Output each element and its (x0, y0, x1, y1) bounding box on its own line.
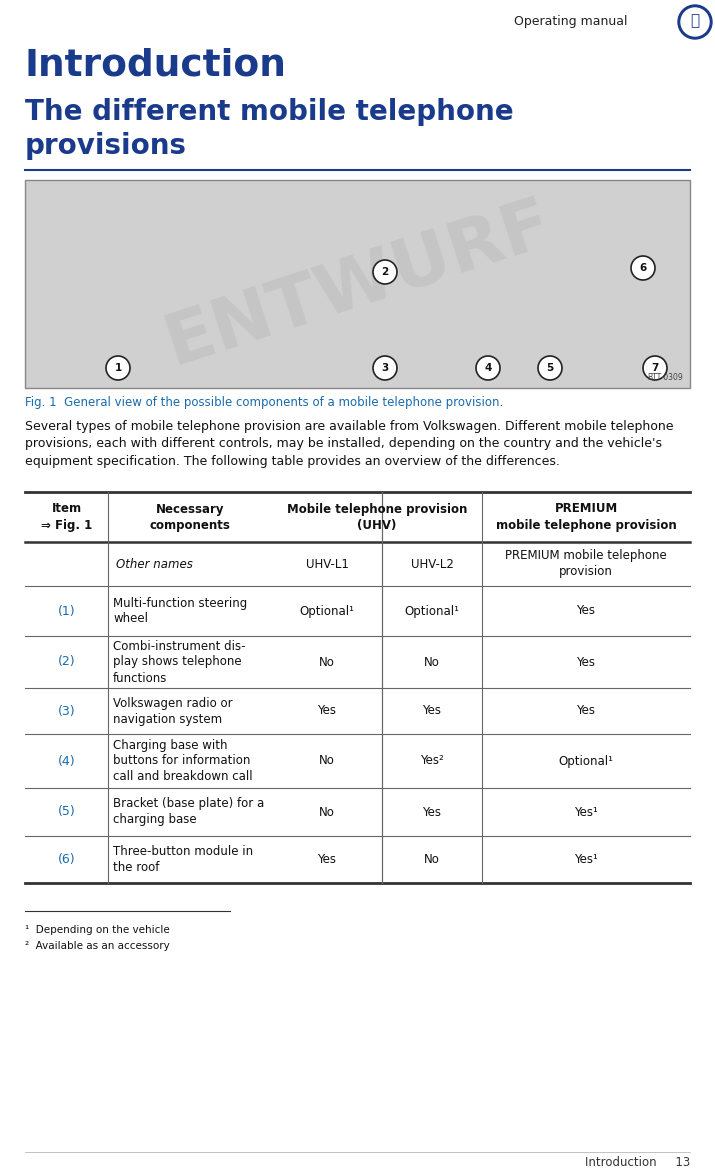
Text: Bracket (base plate) for a
charging base: Bracket (base plate) for a charging base (113, 798, 265, 826)
Text: Optional¹: Optional¹ (405, 604, 460, 618)
Text: Introduction: Introduction (25, 48, 287, 83)
Text: Operating manual: Operating manual (515, 15, 628, 28)
Text: UHV-L1: UHV-L1 (305, 557, 348, 571)
Text: Mobile telephone provision
(UHV): Mobile telephone provision (UHV) (287, 503, 467, 531)
Text: ¹  Depending on the vehicle: ¹ Depending on the vehicle (25, 925, 169, 935)
Text: (3): (3) (58, 705, 75, 718)
Text: No: No (319, 806, 335, 819)
Text: Ⓦ: Ⓦ (691, 13, 699, 28)
Text: 4: 4 (484, 363, 492, 372)
Circle shape (681, 8, 709, 36)
Bar (25, 180, 690, 388)
Text: Yes¹: Yes¹ (574, 853, 598, 866)
Text: (6): (6) (58, 853, 75, 866)
Text: Yes: Yes (423, 705, 441, 718)
Text: Yes: Yes (576, 604, 596, 618)
Text: No: No (424, 656, 440, 669)
Circle shape (538, 356, 562, 380)
Text: Volkswagen radio or
navigation system: Volkswagen radio or navigation system (113, 697, 232, 725)
Text: UHV-L2: UHV-L2 (410, 557, 453, 571)
Text: Yes: Yes (423, 806, 441, 819)
Circle shape (373, 260, 397, 284)
Text: Yes: Yes (576, 705, 596, 718)
Text: PREMIUM mobile telephone
provision: PREMIUM mobile telephone provision (505, 550, 667, 578)
Text: 1: 1 (114, 363, 122, 372)
Text: 7: 7 (651, 363, 659, 372)
Text: No: No (319, 754, 335, 767)
Text: No: No (424, 853, 440, 866)
Text: Yes: Yes (317, 705, 337, 718)
Text: Other names: Other names (116, 557, 193, 571)
Text: Fig. 1  General view of the possible components of a mobile telephone provision.: Fig. 1 General view of the possible comp… (25, 396, 503, 409)
Text: 3: 3 (381, 363, 389, 372)
Text: No: No (319, 656, 335, 669)
Circle shape (678, 5, 712, 39)
Circle shape (373, 356, 397, 380)
Text: Necessary
components: Necessary components (149, 503, 230, 531)
Circle shape (476, 356, 500, 380)
Text: The different mobile telephone
provisions: The different mobile telephone provision… (25, 98, 513, 160)
Text: Optional¹: Optional¹ (300, 604, 355, 618)
Text: PREMIUM
mobile telephone provision: PREMIUM mobile telephone provision (495, 503, 676, 531)
Text: BTT-0309: BTT-0309 (647, 372, 683, 382)
Text: Introduction     13: Introduction 13 (585, 1156, 690, 1169)
Text: (5): (5) (58, 806, 75, 819)
Text: (4): (4) (58, 754, 75, 767)
Text: Yes: Yes (576, 656, 596, 669)
Text: 6: 6 (639, 263, 646, 273)
Text: 5: 5 (546, 363, 553, 372)
Text: Combi-instrument dis-
play shows telephone
functions: Combi-instrument dis- play shows telepho… (113, 639, 245, 685)
Text: ENTWURF: ENTWURF (156, 189, 560, 380)
Text: Yes¹: Yes¹ (574, 806, 598, 819)
Text: Charging base with
buttons for information
call and breakdown call: Charging base with buttons for informati… (113, 739, 252, 784)
Text: 2: 2 (381, 267, 389, 277)
Circle shape (631, 256, 655, 280)
Text: Optional¹: Optional¹ (558, 754, 613, 767)
Text: Item
⇒ Fig. 1: Item ⇒ Fig. 1 (41, 503, 92, 531)
Text: Multi-function steering
wheel: Multi-function steering wheel (113, 597, 247, 625)
Text: Yes²: Yes² (420, 754, 444, 767)
Text: (1): (1) (58, 604, 75, 618)
Circle shape (643, 356, 667, 380)
Text: Yes: Yes (317, 853, 337, 866)
Text: ²  Available as an accessory: ² Available as an accessory (25, 941, 169, 951)
Circle shape (106, 356, 130, 380)
Text: Three-button module in
the roof: Three-button module in the roof (113, 845, 253, 874)
Text: (2): (2) (58, 656, 75, 669)
Text: Several types of mobile telephone provision are available from Volkswagen. Diffe: Several types of mobile telephone provis… (25, 419, 674, 468)
